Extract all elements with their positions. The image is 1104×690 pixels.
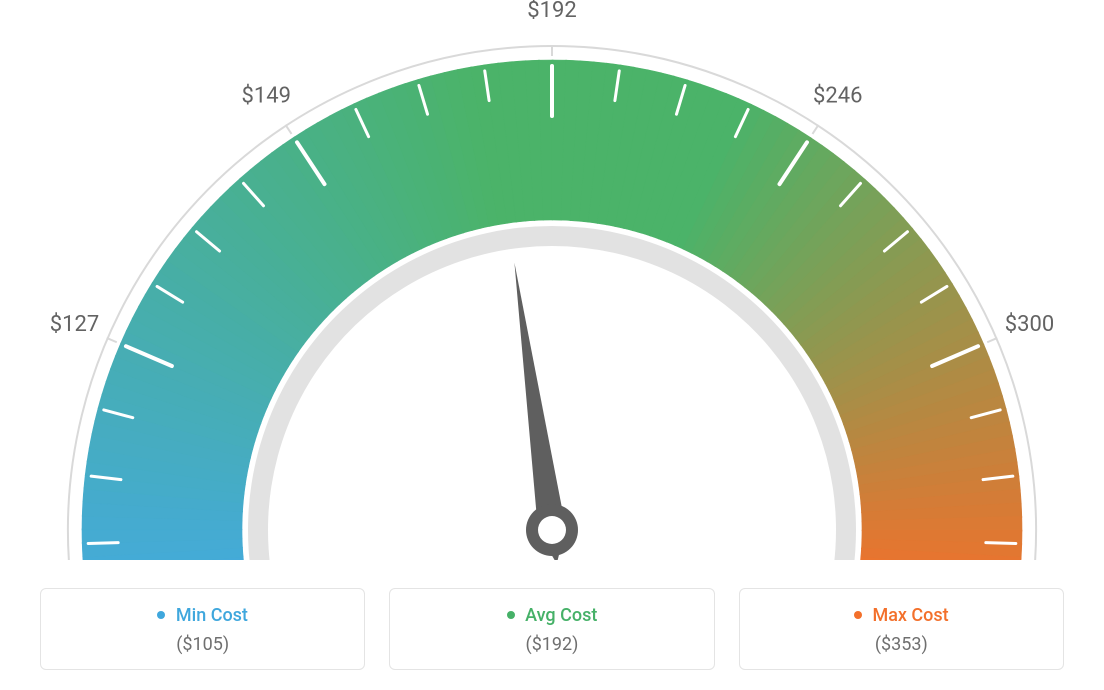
avg-cost-card: Avg Cost ($192)	[389, 588, 714, 670]
max-cost-label-text: Max Cost	[872, 605, 948, 626]
max-cost-dot	[854, 611, 862, 619]
gauge-tick-label: $149	[242, 84, 291, 109]
min-cost-value: ($105)	[41, 634, 364, 655]
min-cost-label-text: Min Cost	[176, 605, 248, 626]
gauge-tick-label: $246	[813, 84, 862, 109]
avg-cost-label: Avg Cost	[390, 605, 713, 626]
max-cost-label: Max Cost	[740, 605, 1063, 626]
avg-cost-label-text: Avg Cost	[525, 605, 597, 626]
gauge-tick-label: $300	[1005, 312, 1054, 337]
gauge-tick-label: $127	[50, 312, 99, 337]
max-cost-card: Max Cost ($353)	[739, 588, 1064, 670]
min-cost-label: Min Cost	[41, 605, 364, 626]
gauge-area: $105$127$149$192$246$300$353	[0, 0, 1104, 560]
max-cost-value: ($353)	[740, 634, 1063, 655]
min-cost-dot	[157, 611, 165, 619]
gauge-needle	[514, 263, 578, 560]
summary-cards: Min Cost ($105) Avg Cost ($192) Max Cost…	[0, 588, 1104, 670]
avg-cost-dot	[507, 611, 515, 619]
gauge-tick-label: $192	[527, 0, 576, 23]
gauge-svg: $105$127$149$192$246$300$353	[0, 0, 1104, 560]
min-cost-card: Min Cost ($105)	[40, 588, 365, 670]
avg-cost-value: ($192)	[390, 634, 713, 655]
gauge-chart-wrap: $105$127$149$192$246$300$353 Min Cost ($…	[0, 0, 1104, 690]
